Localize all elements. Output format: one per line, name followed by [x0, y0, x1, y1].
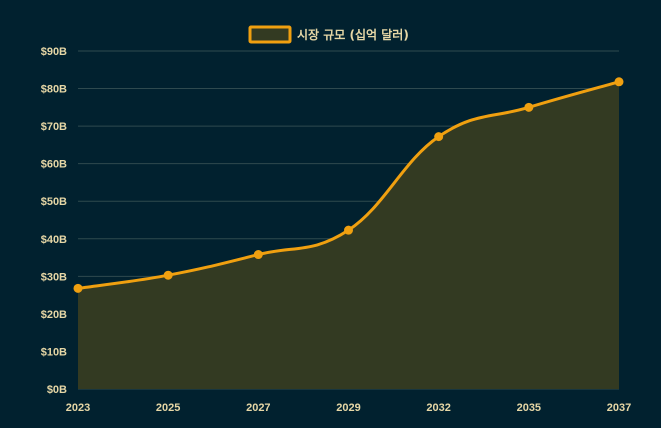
data-point[interactable] — [344, 225, 353, 235]
x-tick-label: 2027 — [246, 402, 270, 414]
y-tick-label: $80B — [41, 84, 67, 96]
y-tick-label: $50B — [41, 196, 67, 208]
series-area-fill — [78, 81, 619, 389]
y-tick-label: $30B — [41, 271, 67, 283]
area-layer — [76, 80, 621, 389]
data-point[interactable] — [614, 77, 624, 87]
legend-swatch — [248, 25, 292, 44]
y-tick-label: $40B — [41, 234, 67, 246]
x-tick-label: 2037 — [607, 402, 631, 414]
y-tick-label: $60B — [41, 159, 67, 171]
data-point[interactable] — [524, 102, 534, 112]
y-tick-label: $0B — [47, 384, 67, 396]
legend[interactable]: 시장 규모 (십억 달러) — [248, 25, 409, 44]
y-axis-ticks: $0B $10B $20B $30B $40B $50B $60B $70B $80B $90B — [41, 46, 67, 396]
x-tick-label: 2032 — [426, 402, 450, 414]
y-tick-label: $70B — [41, 121, 67, 133]
legend-label: 시장 규모 (십억 달러) — [297, 27, 409, 42]
x-tick-label: 2035 — [517, 402, 541, 414]
y-tick-label: $90B — [41, 46, 67, 58]
y-tick-label: $10B — [41, 346, 67, 358]
x-tick-label: 2029 — [336, 402, 360, 414]
data-point[interactable] — [434, 132, 444, 142]
y-tick-label: $20B — [41, 309, 67, 321]
point-layer — [73, 77, 624, 293]
data-point[interactable] — [73, 283, 83, 293]
data-point[interactable] — [163, 270, 173, 280]
x-tick-label: 2025 — [156, 402, 180, 414]
data-point[interactable] — [253, 250, 263, 260]
x-axis-ticks: 2023 2025 2027 2029 2032 2035 2037 — [66, 402, 631, 414]
x-tick-label: 2023 — [66, 402, 90, 414]
